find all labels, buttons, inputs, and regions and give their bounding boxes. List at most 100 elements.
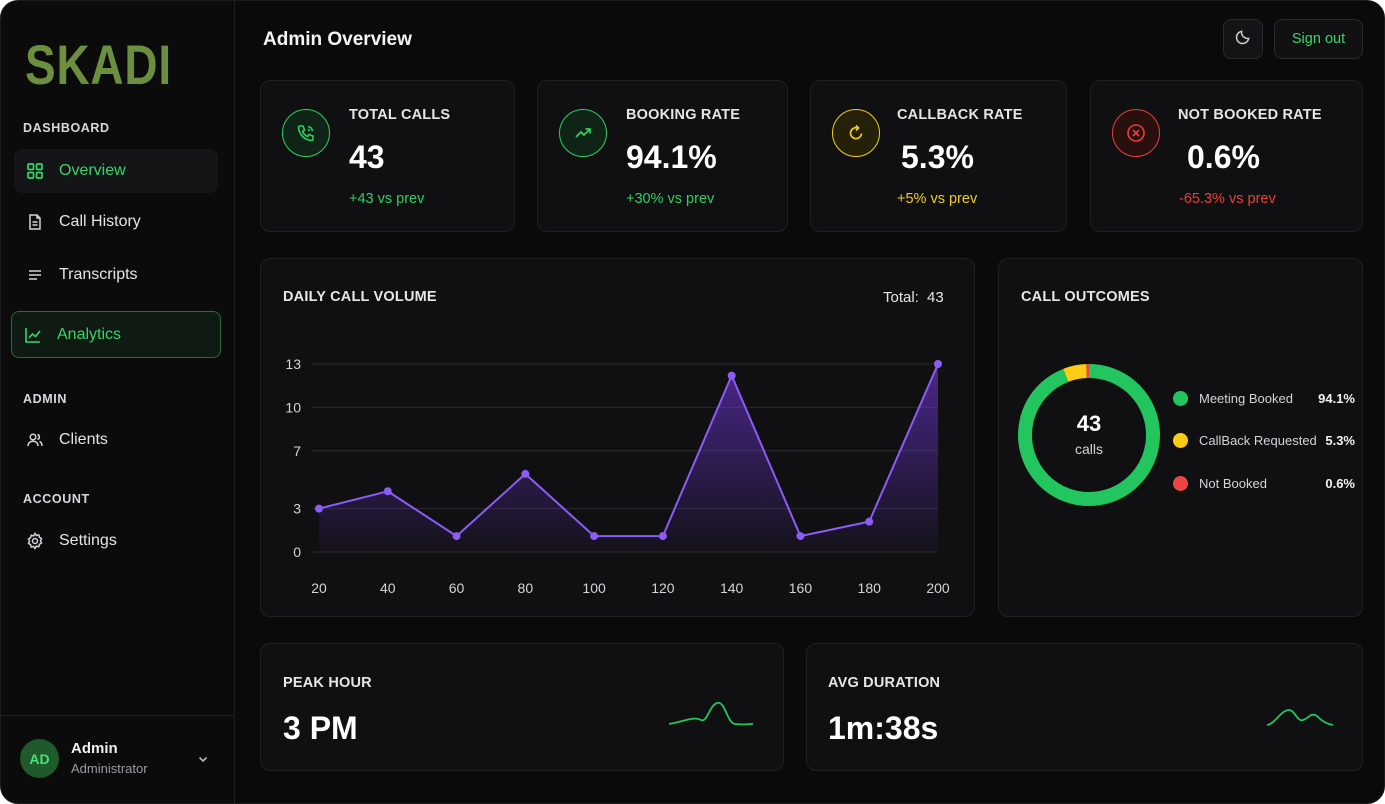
x-tick-label: 60 bbox=[449, 580, 465, 596]
users-icon bbox=[26, 431, 44, 449]
peak-hour-card: PEAK HOUR 3 PM bbox=[260, 643, 784, 771]
x-tick-label: 140 bbox=[720, 580, 744, 596]
donut-center-label: calls bbox=[1074, 441, 1103, 457]
sidebar-item-clients[interactable]: Clients bbox=[14, 418, 218, 462]
legend-item-meeting-booked: Meeting Booked 94.1% bbox=[1173, 388, 1355, 408]
stat-delta: +5% vs prev bbox=[897, 191, 978, 207]
sidebar-item-transcripts[interactable]: Transcripts bbox=[14, 253, 218, 297]
page-title: Admin Overview bbox=[263, 29, 412, 50]
call-outcomes-donut bbox=[1018, 364, 1160, 506]
peak-hour-label: PEAK HOUR bbox=[283, 675, 372, 691]
data-point[interactable] bbox=[383, 487, 392, 496]
stat-value: 5.3% bbox=[901, 139, 974, 175]
stat-label: TOTAL CALLS bbox=[349, 107, 451, 123]
sign-out-button[interactable]: Sign out bbox=[1274, 19, 1363, 59]
sidebar-item-overview[interactable]: Overview bbox=[14, 149, 218, 193]
total-count: Total: 43 bbox=[883, 289, 944, 306]
stat-label: BOOKING RATE bbox=[626, 107, 741, 123]
legend-item-not-booked: Not Booked 0.6% bbox=[1173, 473, 1355, 493]
stat-delta: +30% vs prev bbox=[626, 191, 715, 207]
y-tick-label: 13 bbox=[285, 356, 301, 372]
sidebar-item-label: Call History bbox=[59, 213, 141, 230]
document-icon bbox=[26, 213, 44, 231]
stat-value: 0.6% bbox=[1187, 139, 1260, 175]
data-point[interactable] bbox=[865, 517, 874, 526]
x-tick-label: 20 bbox=[311, 580, 327, 596]
sidebar-item-call-history[interactable]: Call History bbox=[14, 200, 218, 244]
legend-value: 0.6% bbox=[1325, 475, 1355, 491]
x-tick-label: 80 bbox=[518, 580, 534, 596]
stat-card-booking-rate: BOOKING RATE 94.1% +30% vs prev bbox=[537, 80, 788, 232]
x-tick-label: 120 bbox=[651, 580, 675, 596]
sidebar-item-label: Analytics bbox=[57, 325, 122, 343]
legend-dot bbox=[1173, 432, 1188, 448]
peak-hour-value: 3 PM bbox=[283, 710, 358, 746]
panel-title: CALL OUTCOMES bbox=[1021, 289, 1150, 305]
gear-icon bbox=[26, 532, 44, 550]
y-tick-label: 3 bbox=[293, 501, 301, 517]
donut-slice-meeting-booked[interactable] bbox=[1018, 364, 1160, 506]
x-tick-label: 180 bbox=[858, 580, 882, 596]
sparkline-icon bbox=[668, 702, 754, 726]
legend-label: Not Booked bbox=[1199, 475, 1267, 491]
chevron-down-icon[interactable] bbox=[197, 752, 209, 770]
trending-up-icon bbox=[559, 109, 607, 157]
phone-icon bbox=[282, 109, 330, 157]
data-point[interactable] bbox=[452, 532, 461, 541]
data-point[interactable] bbox=[315, 504, 323, 513]
stat-label: CALLBACK RATE bbox=[897, 107, 1023, 123]
logo-text: SKADI bbox=[25, 33, 172, 96]
data-point[interactable] bbox=[796, 532, 805, 541]
theme-toggle-button[interactable] bbox=[1223, 19, 1263, 59]
stat-value: 43 bbox=[349, 139, 385, 175]
stat-label: NOT BOOKED RATE bbox=[1178, 107, 1322, 123]
section-title-admin: ADMIN bbox=[23, 392, 67, 406]
section-title-dashboard: DASHBOARD bbox=[23, 121, 110, 135]
total-value: 43 bbox=[927, 289, 944, 306]
stat-value: 94.1% bbox=[626, 139, 717, 175]
legend-value: 94.1% bbox=[1318, 390, 1355, 406]
sidebar-item-label: Settings bbox=[59, 532, 117, 549]
data-point[interactable] bbox=[658, 532, 667, 541]
user-role: Administrator bbox=[71, 761, 148, 776]
y-tick-label: 10 bbox=[285, 399, 301, 415]
sidebar-item-analytics[interactable]: Analytics bbox=[11, 311, 221, 358]
avg-duration-card: AVG DURATION 1m:38s bbox=[806, 643, 1363, 771]
series-area bbox=[319, 364, 938, 552]
daily-call-volume-panel: DAILY CALL VOLUME Total: 43 0 3 7 10 13 20 40… bbox=[260, 258, 975, 617]
refresh-icon bbox=[832, 109, 880, 157]
chart-line-icon bbox=[24, 326, 42, 344]
x-tick-label: 160 bbox=[789, 580, 813, 596]
x-tick-label: 40 bbox=[380, 580, 396, 596]
legend-label: CallBack Requested bbox=[1199, 432, 1317, 448]
sidebar-item-settings[interactable]: Settings bbox=[14, 519, 218, 563]
brand-logo[interactable]: SKADI bbox=[25, 37, 204, 93]
donut-center-value: 43 bbox=[1076, 411, 1102, 436]
data-point[interactable] bbox=[521, 469, 530, 478]
data-point[interactable] bbox=[934, 360, 942, 368]
sidebar-item-label: Overview bbox=[59, 162, 126, 179]
avg-duration-value: 1m:38s bbox=[828, 710, 939, 746]
y-tick-label: 0 bbox=[293, 544, 301, 560]
moon-icon bbox=[1235, 28, 1252, 50]
avatar: AD bbox=[20, 739, 59, 778]
user-menu[interactable]: AD Admin Administrator bbox=[1, 715, 235, 803]
stat-delta: +43 vs prev bbox=[349, 191, 425, 207]
x-tick-label: 100 bbox=[582, 580, 606, 596]
stat-card-total-calls: TOTAL CALLS 43 +43 vs prev bbox=[260, 80, 515, 232]
panel-title: DAILY CALL VOLUME bbox=[283, 289, 437, 305]
legend-dot bbox=[1173, 475, 1188, 491]
stat-card-callback-rate: CALLBACK RATE 5.3% +5% vs prev bbox=[810, 80, 1067, 232]
sidebar: SKADI DASHBOARD Overview Call History bbox=[1, 1, 235, 803]
daily-volume-chart: 0 3 7 10 13 20 40 60 80 100 120 140 160 180 200 bbox=[285, 356, 950, 596]
total-label: Total: bbox=[883, 289, 919, 306]
data-point[interactable] bbox=[727, 371, 736, 380]
donut-slice-callback-requested[interactable] bbox=[1063, 364, 1088, 382]
x-tick-label: 200 bbox=[926, 580, 950, 596]
legend-label: Meeting Booked bbox=[1199, 390, 1293, 406]
data-point[interactable] bbox=[590, 532, 599, 541]
sparkline-icon bbox=[1266, 709, 1334, 726]
legend-value: 5.3% bbox=[1325, 432, 1355, 448]
lines-icon bbox=[26, 266, 44, 284]
grid-icon bbox=[26, 162, 44, 180]
